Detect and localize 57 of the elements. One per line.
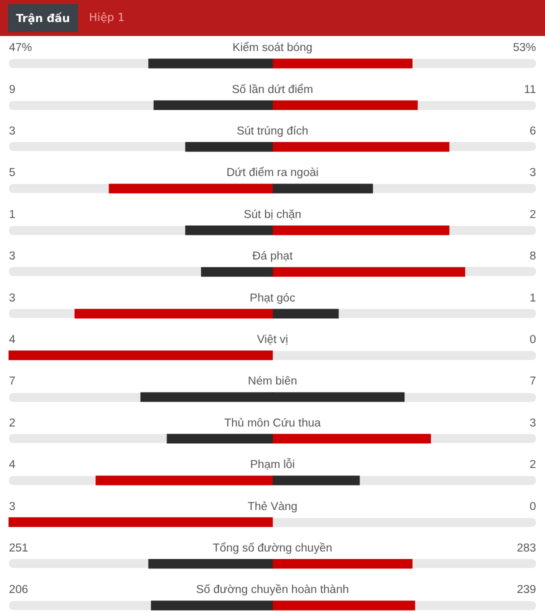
text: 6 xyxy=(530,126,536,138)
text: 2 xyxy=(530,208,536,221)
y-tick-label: Số lần dứt điểm xyxy=(232,82,314,96)
annotation: 206 xyxy=(9,584,28,596)
annotation: 3 xyxy=(9,126,16,138)
annotation: 251 xyxy=(9,542,28,554)
annotation: 3 xyxy=(9,250,16,263)
text: 3 xyxy=(530,167,536,180)
y-tick-label: Dứt điểm ra ngoài xyxy=(226,166,319,180)
y-tick-label: Thẻ Vàng xyxy=(248,500,298,513)
annotation: 3 xyxy=(9,500,16,513)
text: 11 xyxy=(524,84,536,96)
y-tick-label: Đá phạt xyxy=(252,250,294,263)
tab[interactable]: Trận đấu xyxy=(8,4,78,32)
bar xyxy=(272,600,416,610)
y-tick-label: Kiểm soát bóng xyxy=(232,41,312,54)
y-tick-label: Số đường chuyền hoàn thành xyxy=(196,584,349,596)
y-tick-label: Sút bị chặn xyxy=(244,208,302,221)
text: 283 xyxy=(516,542,536,554)
y-tick-label: Thủ môn Cứu thua xyxy=(224,417,322,430)
y-tick-label: Tổng số đường chuyền xyxy=(212,541,332,554)
bar xyxy=(272,100,418,110)
text: 3 xyxy=(530,417,536,430)
bar xyxy=(185,142,273,152)
bar xyxy=(154,100,273,110)
annotation: 3 xyxy=(9,292,16,304)
text: 7 xyxy=(530,376,536,388)
y-tick-label: Phạt góc xyxy=(250,292,296,304)
annotation: 2 xyxy=(9,417,16,430)
annotation: 9 xyxy=(9,84,16,96)
annotation: 4 xyxy=(9,459,16,472)
text: 0 xyxy=(530,500,536,513)
text: 8 xyxy=(530,250,536,263)
bar xyxy=(185,225,273,236)
text: 53% xyxy=(512,42,536,54)
bar xyxy=(201,267,273,277)
bar xyxy=(272,58,412,68)
text: 1 xyxy=(530,292,536,304)
annotation: 5 xyxy=(9,167,16,180)
y-tick-label: Phạm lỗi xyxy=(250,458,295,472)
bar xyxy=(272,434,431,444)
y-tick-label: Ném biên xyxy=(248,376,298,388)
annotation: 4 xyxy=(9,334,16,346)
annotation: 47% xyxy=(9,42,32,54)
y-tick-label: Việt vị xyxy=(256,334,288,346)
annotation: 7 xyxy=(9,376,16,388)
annotation: 1 xyxy=(9,208,16,221)
bar xyxy=(148,558,273,569)
bar xyxy=(148,58,273,68)
text: 2 xyxy=(530,459,536,472)
text: 0 xyxy=(530,334,536,346)
text: Hiệp 1 xyxy=(89,11,125,24)
text: 239 xyxy=(516,584,536,596)
y-tick-label: Sút trúng đích xyxy=(236,126,308,138)
bar xyxy=(150,600,273,610)
bar xyxy=(272,558,412,569)
bar xyxy=(166,434,273,444)
